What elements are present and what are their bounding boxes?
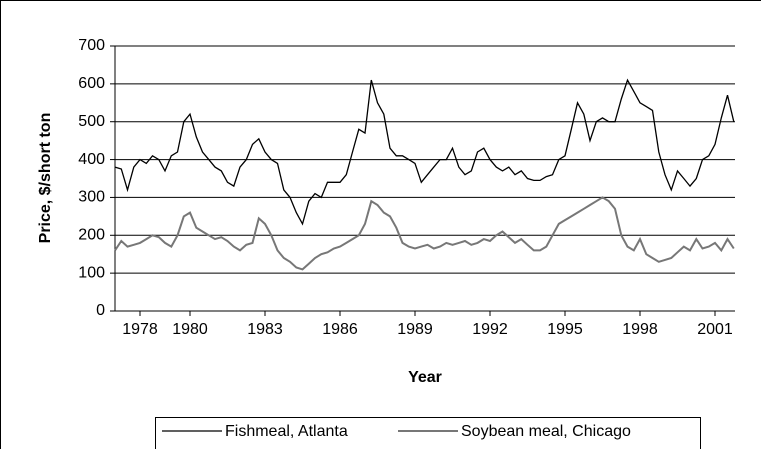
- legend-label: Soybean meal, Chicago: [461, 423, 631, 440]
- y-tick-label: 600: [78, 75, 105, 92]
- y-tick-label: 200: [78, 227, 105, 244]
- x-tick-label: 1995: [547, 321, 583, 338]
- x-tick-label: 2001: [697, 321, 733, 338]
- y-tick-label: 700: [78, 37, 105, 54]
- data-line: [115, 80, 734, 224]
- x-tick-label: 1980: [172, 321, 208, 338]
- x-tick-label: 1986: [322, 321, 358, 338]
- y-tick-label: 500: [78, 113, 105, 130]
- x-axis-label: Year: [408, 369, 442, 386]
- y-tick-label: 300: [78, 189, 105, 206]
- x-tick-label: 1998: [622, 321, 658, 338]
- x-tick-label: 1989: [397, 321, 433, 338]
- y-tick-label: 0: [96, 302, 105, 319]
- x-tick-label: 1983: [247, 321, 283, 338]
- x-tick-label: 1978: [122, 321, 158, 338]
- data-line: [115, 197, 734, 269]
- y-tick-label: 400: [78, 151, 105, 168]
- legend-label: Fishmeal, Atlanta: [225, 423, 348, 440]
- y-axis-label: Price, $/short ton: [37, 113, 54, 244]
- y-tick-label: 100: [78, 264, 105, 281]
- x-tick-label: 1992: [472, 321, 508, 338]
